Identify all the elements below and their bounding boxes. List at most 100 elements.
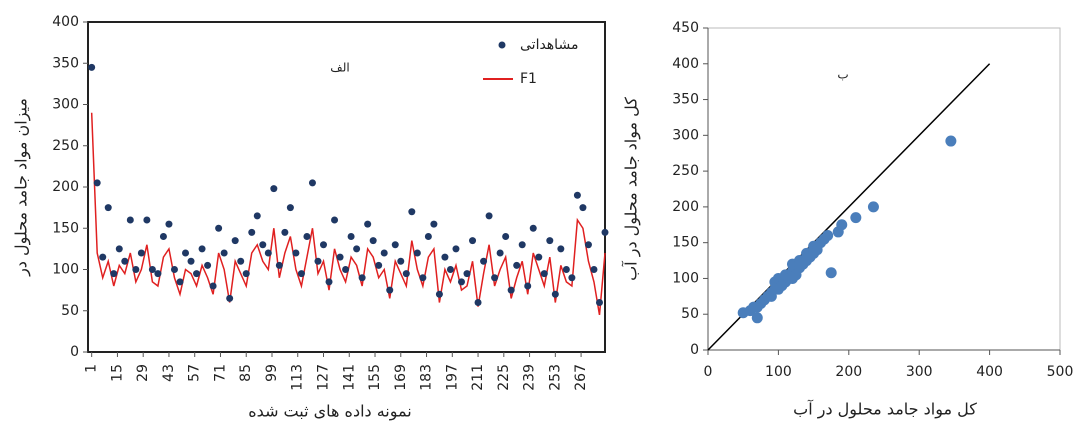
marker — [193, 270, 201, 278]
y-tick-label: 400 — [52, 14, 79, 30]
marker — [413, 249, 421, 257]
marker — [513, 261, 521, 269]
marker — [110, 270, 118, 278]
point — [786, 272, 798, 284]
marker — [215, 224, 223, 232]
marker — [441, 253, 449, 261]
x-tick-label: 253 — [547, 364, 563, 391]
y-axis-label: کل مواد جامد محلول در آب — [622, 97, 642, 281]
y-tick-label: 150 — [52, 220, 79, 236]
marker — [220, 249, 228, 257]
marker — [579, 204, 587, 212]
marker — [314, 257, 322, 265]
x-tick-label: 43 — [161, 364, 177, 382]
marker — [88, 63, 96, 71]
marker — [375, 261, 383, 269]
marker — [568, 274, 576, 282]
marker — [209, 282, 217, 290]
marker — [331, 216, 339, 224]
x-tick-label: 155 — [367, 364, 383, 391]
marker — [242, 270, 250, 278]
x-tick-label: 100 — [765, 364, 792, 380]
marker — [502, 233, 510, 240]
marker — [347, 233, 355, 240]
point — [751, 312, 763, 324]
y-tick-label: 450 — [672, 20, 699, 36]
marker — [518, 241, 526, 249]
y-tick-label: 100 — [52, 262, 79, 278]
annotation: ب — [837, 68, 848, 82]
y-axis-label: میزان مواد جامد محلول در — [12, 98, 32, 277]
marker — [507, 286, 515, 294]
x-tick-label: 113 — [290, 364, 306, 391]
x-tick-label: 85 — [238, 364, 254, 382]
marker — [126, 216, 134, 224]
marker — [480, 257, 488, 265]
marker — [154, 270, 162, 278]
marker — [446, 266, 454, 273]
y-tick-label: 250 — [672, 163, 699, 179]
marker — [353, 245, 361, 253]
legend-label: F1 — [520, 71, 537, 87]
marker — [430, 220, 438, 228]
y-tick-label: 250 — [52, 138, 79, 154]
marker — [303, 233, 311, 240]
marker — [590, 266, 598, 273]
y-tick-label: 200 — [52, 179, 79, 195]
point — [751, 301, 763, 313]
marker — [159, 233, 167, 240]
x-axis-label: کل مواد جامد محلول در آب — [793, 400, 977, 420]
marker — [562, 266, 570, 273]
point — [836, 219, 848, 231]
point — [822, 230, 834, 242]
x-tick-label: 0 — [704, 364, 713, 380]
marker — [491, 274, 499, 282]
marker — [463, 270, 471, 278]
marker — [187, 257, 195, 265]
x-tick-label: 300 — [906, 364, 933, 380]
marker — [496, 249, 504, 257]
marker — [143, 216, 151, 224]
y-tick-label: 400 — [672, 56, 699, 72]
marker — [325, 278, 333, 286]
marker — [182, 249, 190, 257]
marker — [259, 241, 267, 249]
x-tick-label: 71 — [212, 364, 228, 382]
x-tick-label: 99 — [264, 364, 280, 382]
marker — [391, 241, 399, 249]
point — [794, 258, 806, 270]
marker — [369, 237, 377, 245]
marker — [424, 233, 432, 240]
x-tick-label: 15 — [109, 364, 125, 382]
x-tick-label: 200 — [835, 364, 862, 380]
x-tick-label: 197 — [444, 364, 460, 391]
marker — [474, 299, 482, 306]
marker — [408, 208, 416, 216]
marker — [546, 237, 554, 245]
marker — [93, 179, 101, 187]
y-tick-label: 150 — [672, 235, 699, 251]
marker — [198, 245, 206, 253]
marker — [121, 257, 129, 265]
marker — [595, 299, 603, 306]
marker — [286, 204, 294, 212]
marker — [336, 253, 344, 261]
legend-marker — [498, 41, 506, 49]
marker — [452, 245, 460, 253]
y-tick-label: 0 — [690, 342, 699, 358]
marker — [115, 245, 123, 253]
x-tick-label: 57 — [187, 364, 203, 382]
marker — [386, 286, 394, 294]
point — [945, 135, 957, 147]
x-tick-label: 1 — [84, 364, 100, 373]
y-tick-label: 0 — [70, 344, 79, 360]
marker — [601, 228, 609, 236]
marker — [170, 266, 178, 273]
x-tick-label: 500 — [1047, 364, 1074, 380]
marker — [137, 249, 145, 257]
marker — [99, 253, 107, 261]
legend-label: مشاهداتی — [520, 37, 578, 53]
x-axis-label: نمونه داده های ثبت شده — [248, 402, 411, 422]
x-tick-label: 239 — [522, 364, 538, 391]
y-tick-label: 200 — [672, 199, 699, 215]
